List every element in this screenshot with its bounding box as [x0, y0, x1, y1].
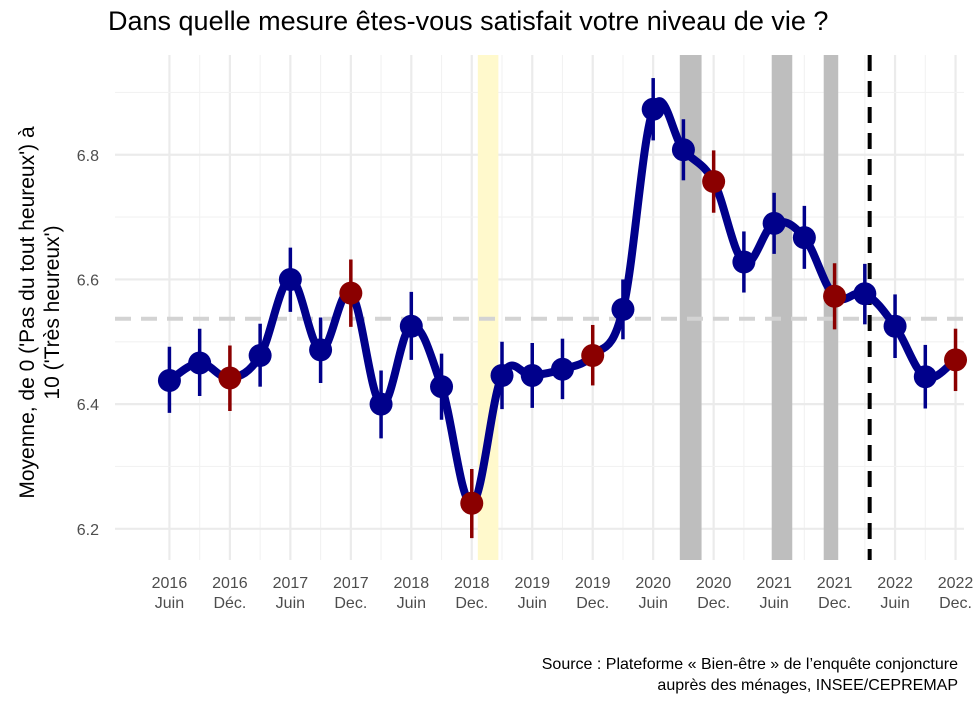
- shaded-band-2: [823, 55, 839, 560]
- x-tick-label-line: Déc.: [213, 595, 246, 612]
- x-tick-label-line: Juin: [155, 595, 184, 612]
- x-tick-label-line: 2020: [696, 575, 732, 592]
- x-tick-label-line: Dec.: [939, 595, 972, 612]
- data-point-21: [792, 226, 816, 250]
- data-point-2: [218, 366, 242, 390]
- x-tick-label-line: 2020: [635, 575, 671, 592]
- x-tick-label-line: 2021: [817, 575, 853, 592]
- x-tick-label-1: 2016 Déc.: [212, 575, 248, 612]
- x-tick-label-10: 2021 Juin: [756, 575, 792, 612]
- data-point-15: [611, 297, 635, 321]
- x-tick-label-line: Juin: [880, 595, 909, 612]
- data-point-12: [520, 363, 544, 387]
- x-tick-label-11: 2021 Dec.: [817, 575, 853, 612]
- data-point-0: [157, 368, 181, 392]
- chart-title: Dans quelle mesure êtes-vous satisfait v…: [108, 6, 829, 36]
- caption-line-1: Source : Plateforme « Bien-être » de l’e…: [541, 656, 958, 673]
- data-point-13: [550, 357, 574, 381]
- data-point-7: [369, 392, 393, 416]
- data-point-25: [913, 365, 937, 389]
- x-tick-label-9: 2020 Dec.: [696, 575, 732, 612]
- shaded-band-1: [771, 55, 793, 560]
- x-tick-label-line: Juin: [518, 595, 547, 612]
- x-tick-label-line: Dec.: [818, 595, 851, 612]
- data-point-19: [732, 250, 756, 274]
- y-axis-label-line: Moyenne, de 0 ('Pas du tout heureux') à: [16, 126, 39, 499]
- source-caption: Source : Plateforme « Bien-être » de l’e…: [542, 654, 958, 696]
- x-tick-label-line: 2017: [273, 575, 309, 592]
- data-point-11: [490, 363, 514, 387]
- data-point-8: [399, 314, 423, 338]
- x-tick-label-line: 2019: [514, 575, 550, 592]
- x-tick-label-2: 2017 Juin: [273, 575, 309, 612]
- x-tick-label-line: 2019: [575, 575, 611, 592]
- y-tick-label-1: 6.4: [77, 397, 99, 414]
- y-tick-label-2: 6.6: [77, 272, 99, 289]
- x-tick-label-line: 2018: [394, 575, 430, 592]
- data-point-10: [460, 491, 484, 515]
- x-tick-label-4: 2018 Juin: [394, 575, 430, 612]
- x-tick-label-line: 2022: [938, 575, 974, 592]
- x-tick-label-line: 2017: [333, 575, 369, 592]
- y-tick-label-0: 6.2: [77, 522, 99, 539]
- x-tick-label-3: 2017 Dec.: [333, 575, 369, 612]
- y-axis-label-line: 10 ('Très heureux'): [41, 225, 64, 399]
- data-point-20: [762, 211, 786, 235]
- x-tick-label-line: 2016: [152, 575, 188, 592]
- x-tick-label-line: Juin: [276, 595, 305, 612]
- x-tick-label-line: Dec.: [334, 595, 367, 612]
- data-point-26: [944, 348, 968, 372]
- x-tick-label-line: 2022: [877, 575, 913, 592]
- x-tick-label-0: 2016 Juin: [152, 575, 188, 612]
- x-tick-label-line: Dec.: [576, 595, 609, 612]
- data-point-4: [278, 267, 302, 291]
- x-tick-label-13: 2022 Dec.: [938, 575, 974, 612]
- data-point-18: [702, 170, 726, 194]
- data-point-9: [430, 375, 454, 399]
- y-tick-label-3: 6.8: [77, 148, 99, 165]
- data-point-6: [339, 281, 363, 305]
- x-tick-label-line: Dec.: [455, 595, 488, 612]
- x-tick-label-6: 2019 Juin: [514, 575, 550, 612]
- x-tick-label-line: 2021: [756, 575, 792, 592]
- x-tick-label-line: Dec.: [697, 595, 730, 612]
- x-tick-label-line: Juin: [759, 595, 788, 612]
- shaded-band-0: [679, 55, 702, 560]
- y-axis-label: Moyenne, de 0 ('Pas du tout heureux') à1…: [16, 126, 64, 499]
- x-tick-label-7: 2019 Dec.: [575, 575, 611, 612]
- x-tick-label-line: Juin: [639, 595, 668, 612]
- x-tick-label-line: 2016: [212, 575, 248, 592]
- x-tick-label-12: 2022 Juin: [877, 575, 913, 612]
- data-point-1: [188, 351, 212, 375]
- x-tick-label-8: 2020 Juin: [635, 575, 671, 612]
- x-tick-label-line: 2018: [454, 575, 490, 592]
- data-point-23: [853, 282, 877, 306]
- data-point-24: [883, 314, 907, 338]
- data-point-17: [671, 138, 695, 162]
- highlight-band-0: [477, 55, 499, 560]
- data-point-5: [309, 338, 333, 362]
- data-point-22: [823, 284, 847, 308]
- data-point-16: [641, 97, 665, 121]
- x-tick-label-5: 2018 Dec.: [454, 575, 490, 612]
- caption-line-2: auprès des ménages, INSEE/CEPREMAP: [657, 677, 958, 694]
- x-tick-label-line: Juin: [397, 595, 426, 612]
- data-point-14: [581, 344, 605, 368]
- data-point-3: [248, 344, 272, 368]
